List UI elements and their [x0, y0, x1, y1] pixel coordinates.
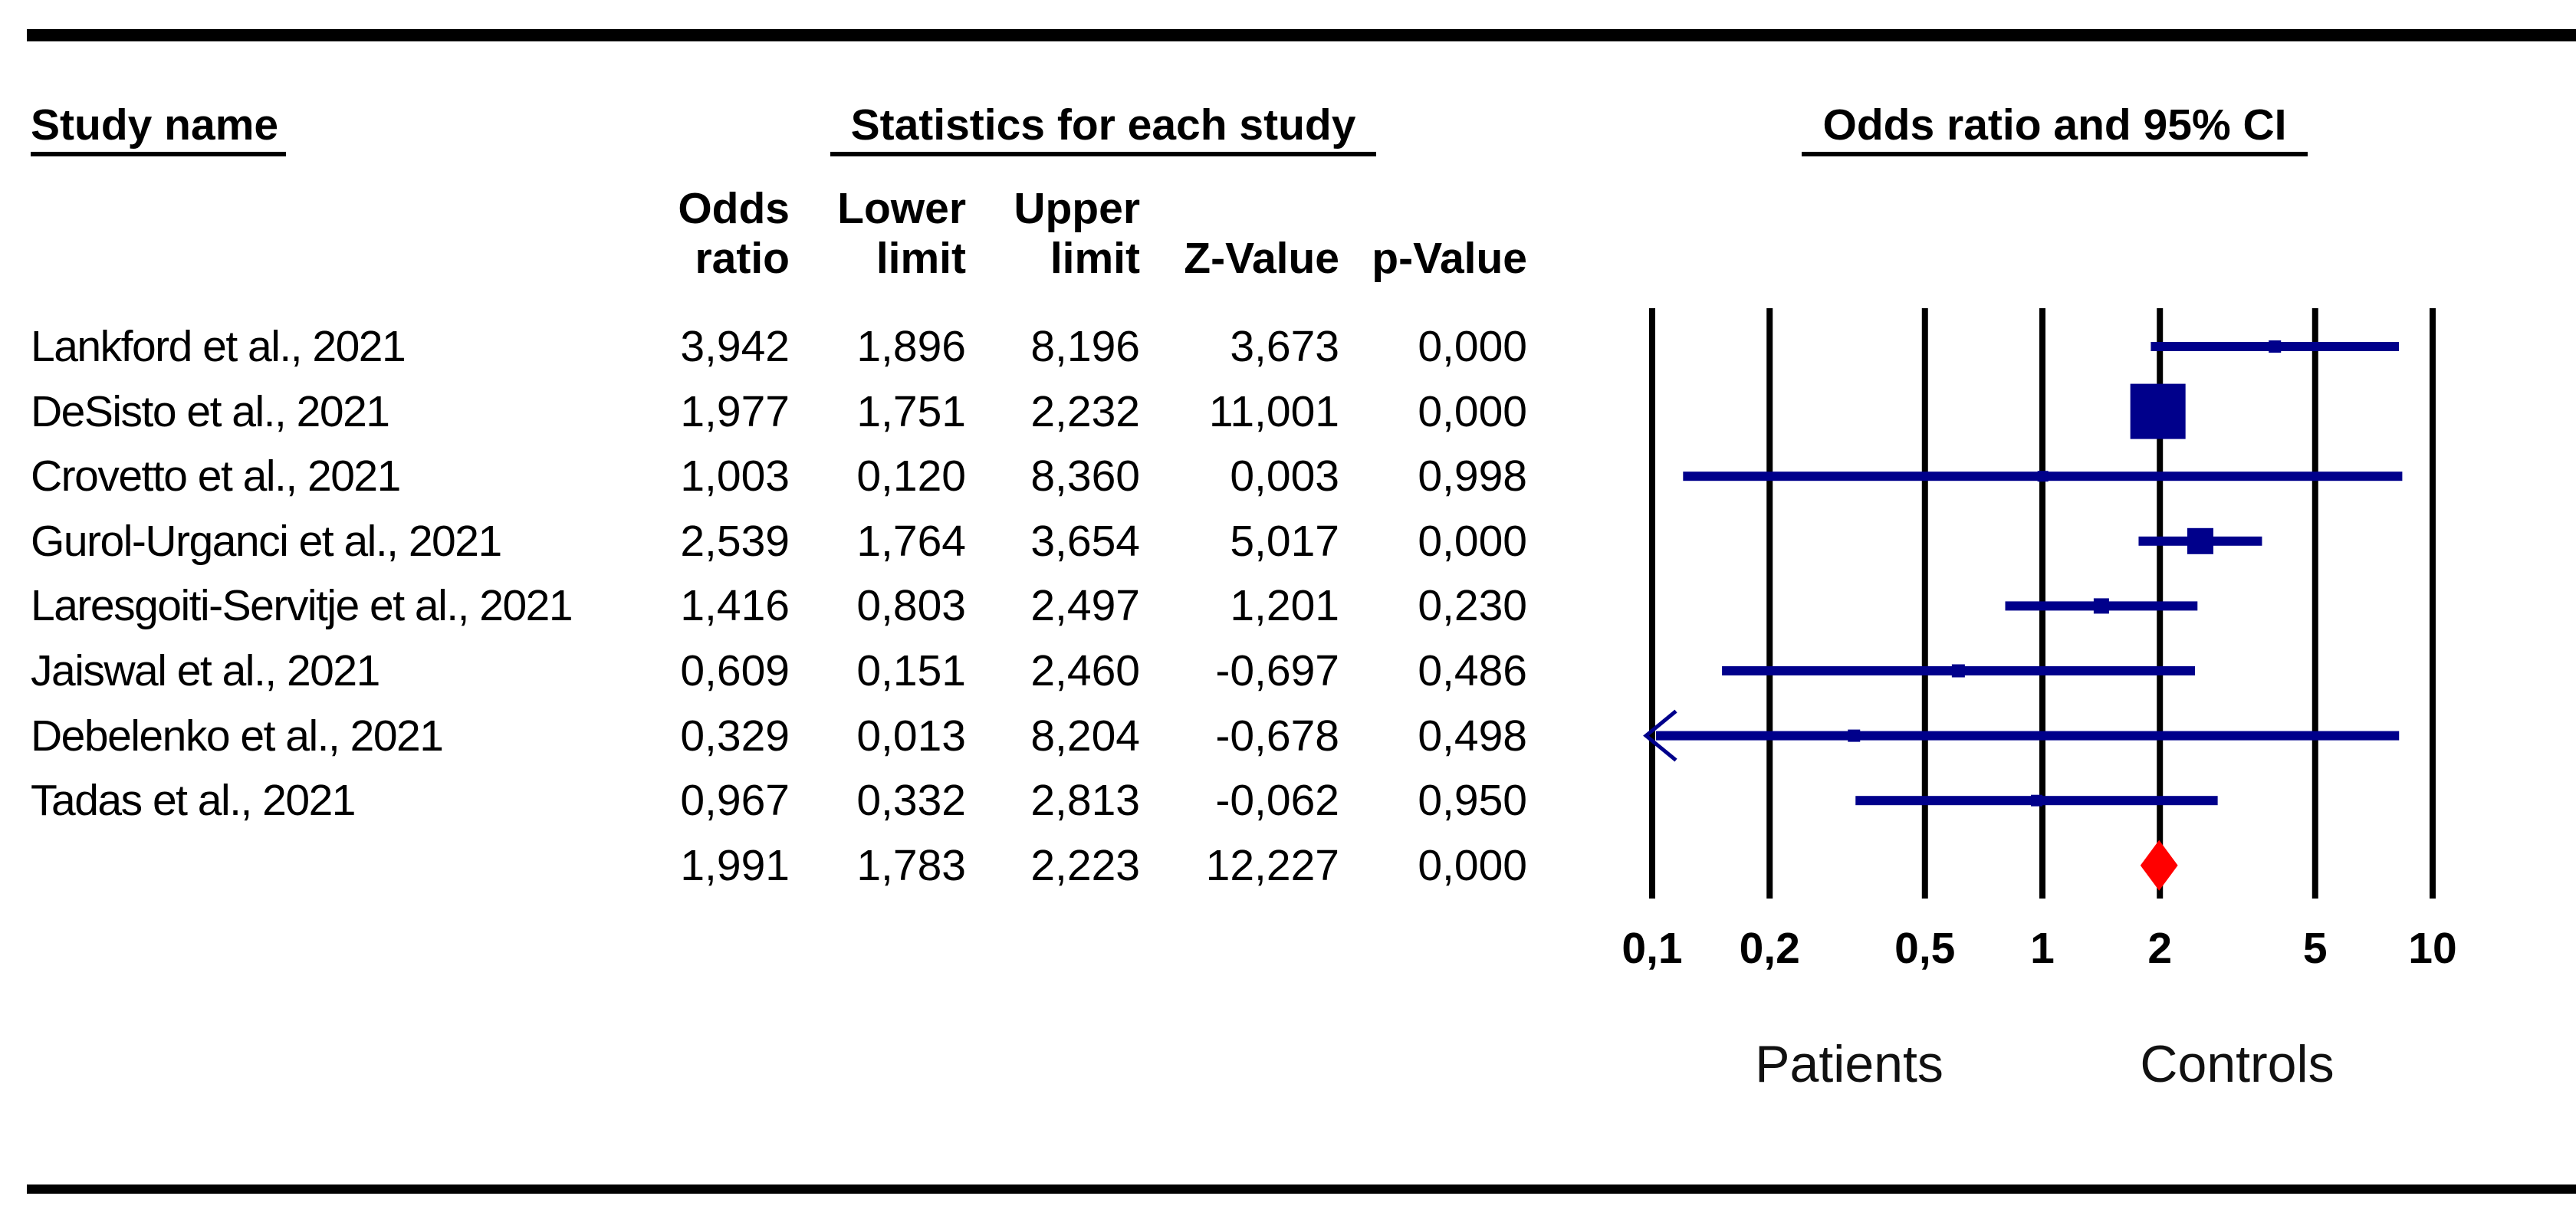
- study-7-p-cell: 0,950: [1418, 776, 1527, 826]
- study-name-label: DeSisto et al., 2021: [31, 386, 390, 436]
- study-7-lower-cell: 0,332: [856, 776, 966, 826]
- tick-label-1: 1: [2030, 924, 2055, 973]
- study-5-upper-cell: 2,460: [1030, 646, 1140, 695]
- or-marker: [1951, 664, 1965, 678]
- study-5-or-cell: 0,609: [680, 646, 790, 695]
- or-marker: [2093, 598, 2109, 614]
- col-pvalue: p-Value: [1372, 234, 1527, 283]
- study-2-z-cell: 0,003: [1230, 452, 1339, 501]
- col-lower-2: limit: [876, 234, 966, 283]
- study-name-underline: [31, 152, 286, 156]
- study-5-p-cell: 0,486: [1418, 646, 1527, 695]
- study-6-or-cell: 0,329: [680, 711, 790, 761]
- or-marker: [1848, 729, 1861, 742]
- study-1-p-cell: 0,000: [1418, 386, 1527, 436]
- study-name-label: Debelenko et al., 2021: [31, 711, 444, 761]
- summary-p-cell: 0,000: [1418, 840, 1527, 890]
- col-upper-2: limit: [1050, 234, 1140, 283]
- study-name-label: Lankford et al., 2021: [31, 322, 406, 371]
- statistics-header: Statistics for each study: [850, 100, 1356, 150]
- study-4-lower-cell: 0,803: [856, 581, 966, 631]
- study-6-z-cell: -0,678: [1215, 711, 1339, 761]
- study-1-upper-cell: 2,232: [1030, 386, 1140, 436]
- odds-ratio-header: Odds ratio and 95% CI: [1822, 100, 2287, 150]
- or-marker: [2031, 794, 2043, 807]
- tick-label-2: 2: [2147, 924, 2173, 973]
- study-7-or-cell: 0,967: [680, 776, 790, 826]
- study-7-z-cell: -0,062: [1215, 776, 1339, 826]
- or-marker: [2187, 527, 2213, 554]
- summary-z-cell: 12,227: [1205, 840, 1339, 890]
- col-odds-2: ratio: [695, 234, 790, 283]
- study-3-or-cell: 2,539: [680, 516, 790, 566]
- or-marker: [2130, 383, 2186, 439]
- study-4-p-cell: 0,230: [1418, 581, 1527, 631]
- study-0-z-cell: 3,673: [1230, 322, 1339, 371]
- col-odds-1: Odds: [678, 184, 790, 233]
- study-2-or-cell: 1,003: [680, 452, 790, 501]
- study-0-lower-cell: 1,896: [856, 322, 966, 371]
- study-name-label: Crovetto et al., 2021: [31, 452, 401, 501]
- odds-ratio-underline: [1802, 152, 2308, 156]
- tick-label-10: 10: [2408, 924, 2457, 973]
- study-name-label: Laresgoiti-Servitje et al., 2021: [31, 581, 573, 631]
- or-marker: [2269, 340, 2282, 353]
- summary-lower-cell: 1,783: [856, 840, 966, 890]
- study-0-upper-cell: 8,196: [1030, 322, 1140, 371]
- study-name-label: Gurol-Urganci et al., 2021: [31, 516, 502, 566]
- col-upper-1: Upper: [1014, 184, 1140, 233]
- controls-label: Controls: [2140, 1035, 2334, 1093]
- summary-upper-cell: 2,223: [1030, 840, 1140, 890]
- study-name-header: Study name: [31, 100, 279, 150]
- statistics-underline: [830, 152, 1376, 156]
- col-lower-1: Lower: [837, 184, 966, 233]
- study-7-upper-cell: 2,813: [1030, 776, 1140, 826]
- study-0-p-cell: 0,000: [1418, 322, 1527, 371]
- top-rule: [27, 29, 2576, 41]
- study-name-label: Jaiswal et al., 2021: [31, 646, 380, 695]
- study-3-z-cell: 5,017: [1230, 516, 1339, 566]
- study-1-lower-cell: 1,751: [856, 386, 966, 436]
- study-6-lower-cell: 0,013: [856, 711, 966, 761]
- study-1-or-cell: 1,977: [680, 386, 790, 436]
- col-zvalue: Z-Value: [1184, 234, 1339, 283]
- study-2-lower-cell: 0,120: [856, 452, 966, 501]
- study-4-upper-cell: 2,497: [1030, 581, 1140, 631]
- tick-label-0,1: 0,1: [1622, 924, 1683, 973]
- study-3-p-cell: 0,000: [1418, 516, 1527, 566]
- study-2-p-cell: 0,998: [1418, 452, 1527, 501]
- study-1-z-cell: 11,001: [1208, 386, 1339, 436]
- study-4-z-cell: 1,201: [1230, 581, 1339, 631]
- study-6-p-cell: 0,498: [1418, 711, 1527, 761]
- study-4-or-cell: 1,416: [680, 581, 790, 631]
- ci-bar: [1656, 731, 2400, 741]
- study-name-label: Tadas et al., 2021: [31, 776, 356, 826]
- clip-arrow-left: [1643, 709, 1677, 762]
- bottom-rule: [27, 1184, 2576, 1194]
- summary-or-cell: 1,991: [680, 840, 790, 890]
- study-3-upper-cell: 3,654: [1030, 516, 1140, 566]
- tick-label-5: 5: [2302, 924, 2328, 973]
- study-5-z-cell: -0,697: [1215, 646, 1339, 695]
- study-5-lower-cell: 0,151: [856, 646, 966, 695]
- summary-diamond: [2140, 840, 2178, 891]
- study-0-or-cell: 3,942: [680, 322, 790, 371]
- patients-label: Patients: [1755, 1035, 1944, 1093]
- tick-label-0,2: 0,2: [1739, 924, 1800, 973]
- study-3-lower-cell: 1,764: [856, 516, 966, 566]
- or-marker: [2037, 471, 2049, 482]
- tick-label-0,5: 0,5: [1894, 924, 1956, 973]
- study-6-upper-cell: 8,204: [1030, 711, 1140, 761]
- study-2-upper-cell: 8,360: [1030, 452, 1140, 501]
